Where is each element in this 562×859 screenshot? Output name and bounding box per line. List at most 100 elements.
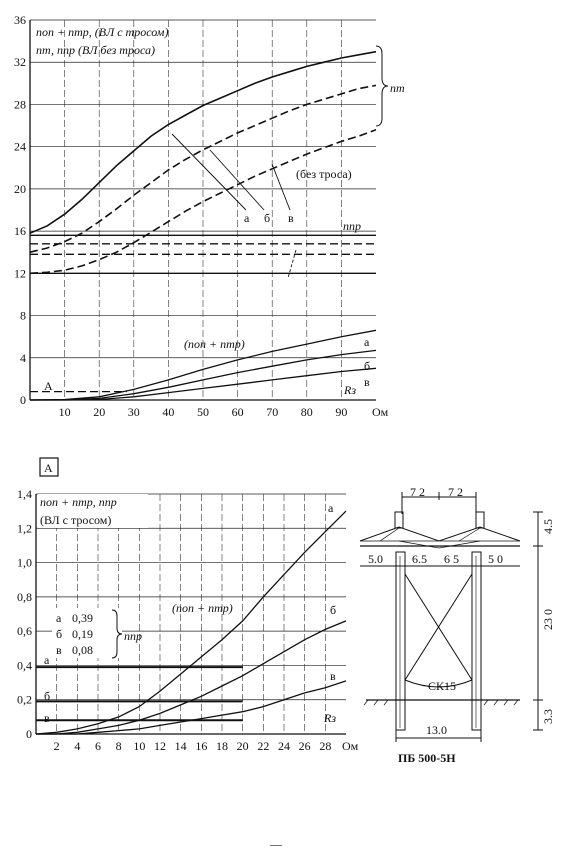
top-y-tick-label: 4 (20, 351, 26, 365)
tower-height-dim-1: 4.5 (541, 519, 555, 534)
npr-table-brace (111, 609, 123, 659)
tower-cross-brace-2 (404, 573, 473, 681)
zoom-box-label: A (44, 461, 53, 475)
top-series-line (29, 329, 377, 401)
leader-b (209, 149, 265, 211)
top-legend-line-2: nт, nпр (ВЛ без троса) (36, 43, 155, 57)
tower-ground-hatch (363, 699, 519, 706)
bottom-npr-b: б (44, 689, 50, 703)
bottom-y-tick-label: 0,4 (17, 658, 32, 672)
bottom-y-tick-label: 1,2 (17, 521, 32, 535)
top-x-unit: Ом (372, 405, 389, 419)
tower-crossarm-braces (379, 527, 481, 549)
bottom-sum-label: (nоп + nтр) (172, 601, 233, 615)
top-y-tick-label: 28 (14, 97, 26, 111)
bottom-x-tick-label: 10 (133, 739, 145, 753)
leader-v (271, 163, 291, 211)
bottom-chart-ticks: 00,20,40,60,81,01,21,42 4 6 8 10 12 14 16 18 20 22… (17, 487, 359, 753)
tower-top-dim-right: 7 2 (448, 485, 463, 499)
npr-table-row-v-value: 0,08 (72, 643, 93, 657)
bottom-legend-bg (38, 494, 148, 528)
no-ground-label: (без троса) (296, 167, 352, 181)
bottom-x-tick-label: 28 (319, 739, 331, 753)
top-x-tick-label: 30 (128, 405, 140, 419)
bottom-x-tick-label: 12 (154, 739, 166, 753)
bottom-x-unit: Ом (342, 739, 359, 753)
top-chart-ticks: 0 4 8 12 16 20 24 28 32 36 10 20 30 40 50 60 70 80 90 Ом (14, 13, 389, 419)
bottom-x-tick-label: 2 (54, 739, 60, 753)
bottom-y-tick-label: 0,8 (17, 590, 32, 604)
top-sum-label: (nоп + nтр) (184, 337, 245, 351)
tower-beam-dim-1: 5.0 (368, 552, 383, 566)
top-y-tick-label: 24 (14, 140, 26, 154)
npr-label: nпр (343, 219, 361, 233)
npr-table-row-v-curve: в (56, 643, 62, 657)
top-x-tick-label: 10 (59, 405, 71, 419)
zoom-box (39, 457, 59, 477)
top-curve-label-v: в (288, 211, 294, 225)
bottom-x-tick-label: 8 (116, 739, 122, 753)
npr-table-label: nпр (124, 629, 142, 643)
bottom-chart: A 00,20,40,60,81,01,21,42 4 6 8 10 12 14 16 18 20… (17, 457, 359, 753)
top-x-tick-label: 50 (197, 405, 209, 419)
top-series-line (29, 129, 377, 275)
tower-ground-wire-post-right (475, 511, 485, 529)
top-y-tick-label: 12 (14, 266, 26, 280)
top-y-tick-label: 16 (14, 224, 26, 238)
npr-table-row-a-curve: а (56, 611, 62, 625)
top-series-line (29, 50, 377, 234)
top-x-tick-label: 70 (266, 405, 278, 419)
tower-height-dim-3: 3.3 (541, 709, 555, 724)
tower-caption: ПБ 500-5Н (398, 751, 456, 765)
bottom-y-tick-label: 1,4 (17, 487, 32, 501)
top-x-tick-label: 40 (162, 405, 174, 419)
bottom-legend-line-2: (ВЛ с тросом) (40, 513, 111, 527)
npr-table-bg (52, 608, 122, 658)
page-footer-mark: — (269, 837, 283, 851)
top-x-tick-label: 60 (232, 405, 244, 419)
bottom-chart-grid (36, 493, 346, 735)
bottom-x-tick-label: 20 (237, 739, 249, 753)
top-chart-series (29, 50, 377, 401)
bottom-series-line (35, 510, 347, 735)
bottom-x-tick-label: 6 (95, 739, 101, 753)
tower-beam-dim-3: 6 5 (444, 552, 459, 566)
bottom-x-tick-label: 24 (278, 739, 290, 753)
top-y-tick-label: 0 (20, 393, 26, 407)
top-x-tick-label: 90 (335, 405, 347, 419)
tower-ground-wire-label: СК15 (428, 679, 456, 693)
bottom-series-line (36, 680, 347, 735)
top-legend-line-1: nоп + nтр, (ВЛ с тросом) (36, 25, 168, 39)
tower-top-dim-left: 7 2 (410, 485, 425, 499)
bottom-rz-label: Rз (323, 711, 336, 725)
bottom-x-tick-label: 14 (175, 739, 187, 753)
tower-leg-left (395, 551, 406, 731)
bottom-npr-v: в (44, 711, 50, 725)
bottom-legend-line-1: nоп + nтр, nпр (40, 495, 117, 509)
bottom-sum-curve-b: б (330, 603, 336, 617)
leader-a (171, 133, 247, 211)
tower-beam-dim-4: 5 0 (488, 552, 503, 566)
top-chart: 0 4 8 12 16 20 24 28 32 36 10 20 30 40 50 60 70 80 90 Ом nо… (14, 13, 405, 419)
tower-height-dim-2: 23 0 (541, 609, 555, 630)
bottom-sum-curve-a: а (328, 501, 334, 515)
tower-base-dim: 13.0 (426, 723, 447, 737)
top-x-tick-label: 80 (301, 405, 313, 419)
tower-leg-right (471, 551, 482, 731)
bottom-y-tick-label: 1,0 (17, 556, 32, 570)
bottom-x-tick-label: 22 (257, 739, 269, 753)
top-y-tick-label: 8 (20, 309, 26, 323)
bottom-chart-axes (35, 494, 346, 735)
top-sum-curve-v: в (364, 375, 370, 389)
bottom-chart-series (35, 510, 347, 735)
bottom-x-tick-label: 26 (299, 739, 311, 753)
top-y-tick-label: 32 (14, 55, 26, 69)
bottom-y-tick-label: 0,6 (17, 624, 32, 638)
top-y-tick-label: 36 (14, 13, 26, 27)
top-curve-label-a: а (244, 211, 250, 225)
top-zoom-label: A (44, 379, 53, 393)
top-sum-curve-b: б (364, 359, 370, 373)
tower-crossarm-truss (359, 526, 521, 542)
bottom-x-tick-label: 4 (74, 739, 80, 753)
